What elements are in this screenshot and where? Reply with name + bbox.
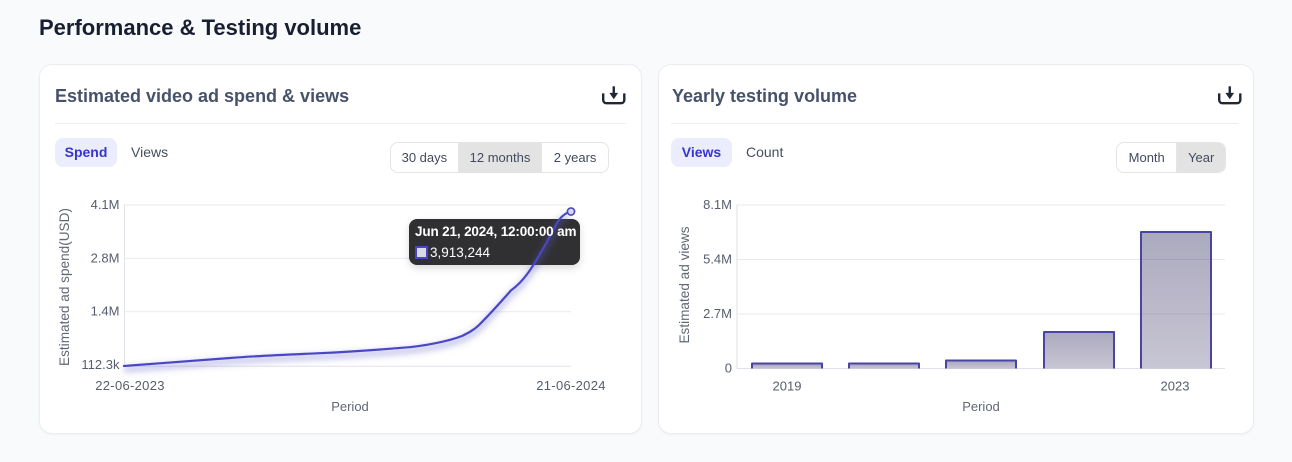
svg-text:4.1M: 4.1M <box>91 197 120 212</box>
svg-text:2023: 2023 <box>1161 379 1190 394</box>
svg-text:8.1M: 8.1M <box>703 197 732 212</box>
svg-text:Period: Period <box>962 399 1000 414</box>
svg-text:2.8M: 2.8M <box>91 250 120 265</box>
svg-text:21-06-2024: 21-06-2024 <box>536 378 606 393</box>
svg-text:Estimated ad views: Estimated ad views <box>677 226 692 343</box>
svg-text:1.4M: 1.4M <box>91 304 120 319</box>
svg-text:22-06-2023: 22-06-2023 <box>95 378 165 393</box>
svg-text:2.7M: 2.7M <box>703 306 732 321</box>
svg-text:112.3k: 112.3k <box>81 357 120 372</box>
svg-text:Estimated ad spend(USD): Estimated ad spend(USD) <box>57 208 72 366</box>
svg-text:2019: 2019 <box>773 379 802 394</box>
svg-text:Period: Period <box>331 399 369 414</box>
svg-text:5.4M: 5.4M <box>703 252 732 267</box>
svg-text:0: 0 <box>725 361 732 376</box>
